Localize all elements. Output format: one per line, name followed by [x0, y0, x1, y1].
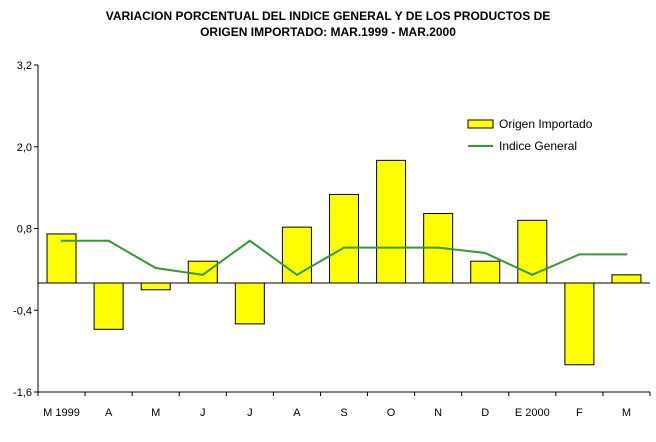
bar-origen-importado — [234, 282, 265, 325]
chart-title-line2: ORIGEN IMPORTADO: MAR.1999 - MAR.2000 — [200, 25, 456, 39]
x-tick-label: D — [481, 407, 489, 419]
point-indice-general — [295, 273, 298, 276]
x-tick-label: M — [151, 407, 160, 419]
bar-origen-importado — [46, 233, 77, 284]
bar-origen-importado — [470, 260, 501, 284]
x-tick-label: O — [387, 407, 396, 419]
x-tick-label: E 2000 — [515, 407, 550, 419]
point-indice-general — [343, 246, 345, 249]
point-indice-general — [484, 252, 487, 255]
point-indice-general — [625, 253, 628, 256]
chart-title-line1: VARIACION PORCENTUAL DEL INDICE GENERAL … — [105, 9, 551, 23]
legend-swatch-origen-importado — [467, 119, 494, 129]
bar-origen-importado — [517, 219, 548, 284]
point-indice-general — [390, 246, 393, 249]
bar-origen-importado — [93, 282, 124, 330]
x-tick-label: M 1999 — [43, 407, 80, 419]
x-tick-label: F — [576, 407, 583, 419]
legend-label-indice-general: Indice General — [499, 139, 577, 153]
point-indice-general — [107, 239, 110, 242]
y-tick-label: 3,2 — [17, 60, 32, 72]
point-indice-general — [248, 239, 251, 242]
point-indice-general — [201, 273, 204, 276]
x-tick-label: A — [105, 407, 113, 419]
bar-origen-importado — [187, 260, 218, 284]
point-indice-general — [60, 239, 63, 242]
y-tick-label: 0,8 — [17, 224, 32, 236]
bar-origen-importado — [140, 282, 171, 291]
plot-area: 3,2 2,0 0,8 -0,4 -1,6 M 1999 A M J J A S O N D E 2000 F M — [13, 60, 651, 419]
point-indice-general — [578, 253, 581, 256]
point-indice-general — [531, 273, 534, 276]
y-tick-label: -1,6 — [13, 387, 32, 399]
bar-origen-importado — [611, 274, 642, 284]
y-tick-label: -0,4 — [13, 305, 32, 317]
bar-origen-importado — [564, 282, 595, 366]
x-tick-label: J — [247, 407, 253, 419]
bar-origen-importado — [376, 159, 407, 284]
x-tick-label: S — [340, 407, 347, 419]
point-indice-general — [437, 246, 440, 249]
bar-origen-importado — [329, 193, 359, 284]
x-tick-label: M — [622, 407, 631, 419]
x-tick-label: A — [293, 407, 301, 419]
legend-label-origen-importado: Origen Importado — [499, 117, 593, 131]
y-tick-label: 2,0 — [17, 142, 32, 154]
point-indice-general — [154, 267, 157, 270]
legend: Origen Importado Indice General — [467, 117, 593, 153]
x-tick-label: N — [434, 407, 442, 419]
x-tick-label: J — [200, 407, 206, 419]
